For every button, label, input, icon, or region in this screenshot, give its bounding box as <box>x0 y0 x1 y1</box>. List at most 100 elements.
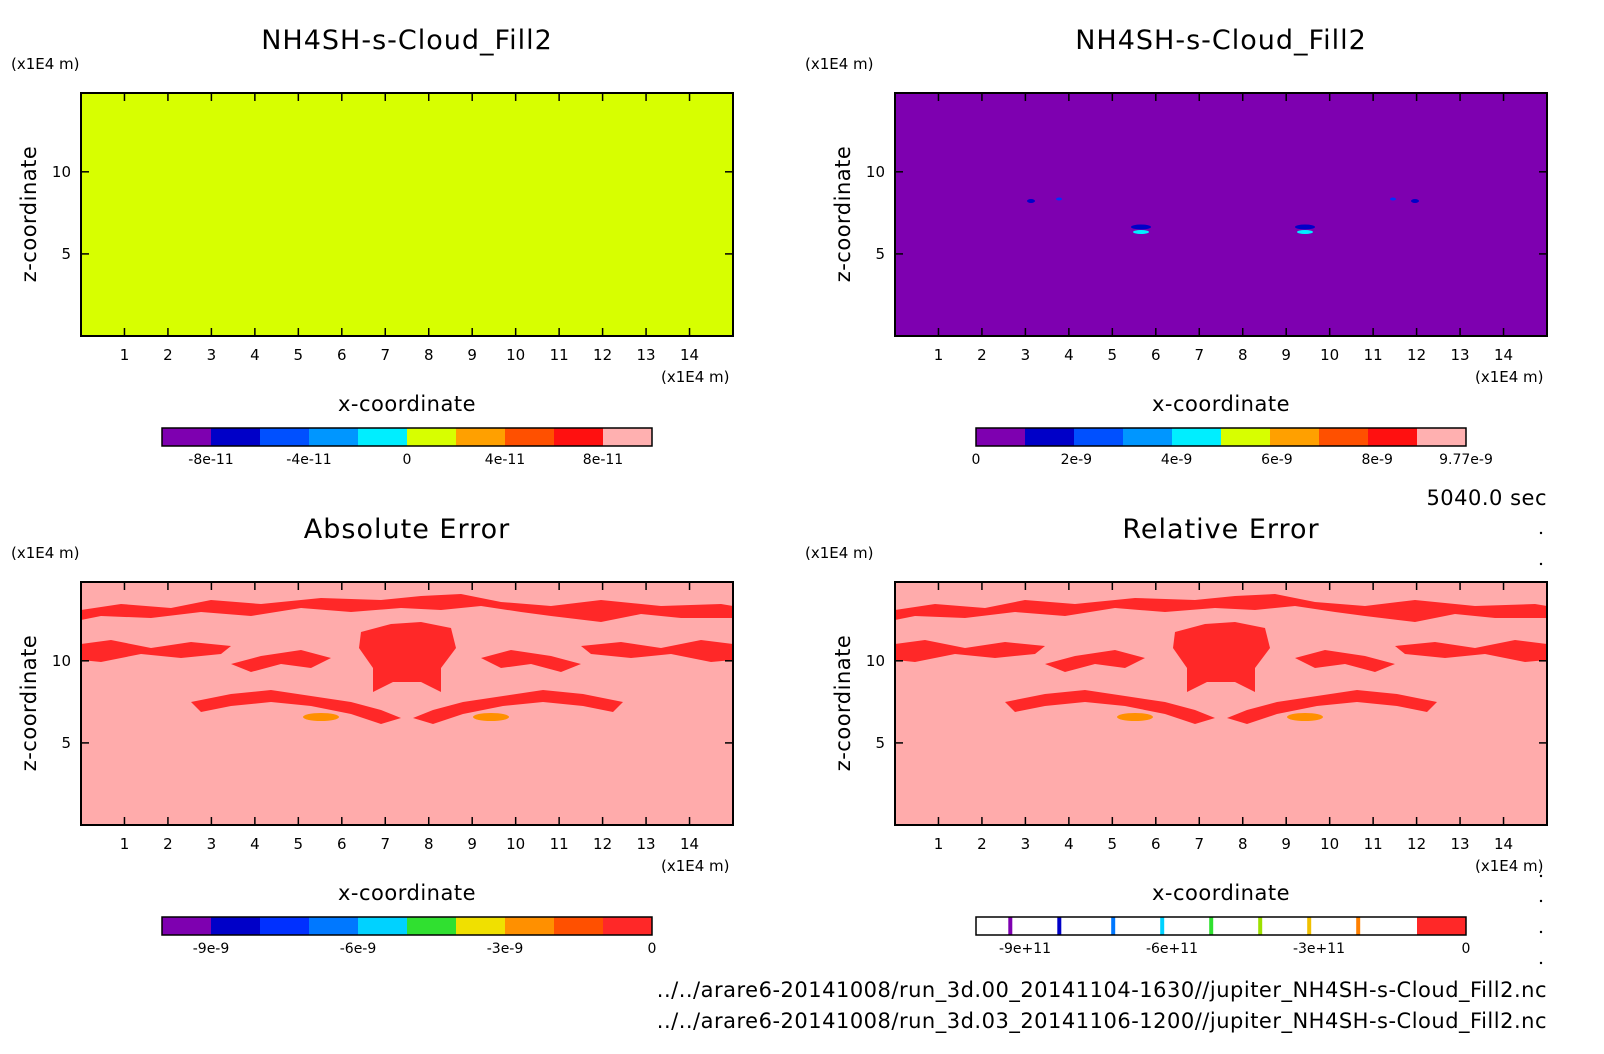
panel-title: Relative Error <box>1122 514 1319 545</box>
x-tick-label: 12 <box>593 835 612 853</box>
panel-bottom-left: Absolute Error (x1E4 m) 1 2 3 4 5 6 7 8 9 10 11 12 1… <box>11 514 734 957</box>
x-tick-label: 13 <box>1451 835 1470 853</box>
x-tick-label: 5 <box>1108 346 1118 364</box>
colorbar-segment <box>260 917 310 935</box>
colorbar-tick-label: 8e-9 <box>1361 452 1392 468</box>
colorbar-level-line <box>1057 917 1062 935</box>
x-tick-label: 8 <box>1238 835 1248 853</box>
x-tick-label: 10 <box>1320 346 1339 364</box>
x-tick-label: 7 <box>380 835 390 853</box>
x-tick-label: 2 <box>977 346 987 364</box>
x-tick-label: 12 <box>593 346 612 364</box>
colorbar-segment <box>1172 428 1222 446</box>
colorbar-segment <box>554 428 604 446</box>
x-tick-label: 14 <box>1494 835 1513 853</box>
x-tick-label: 1 <box>934 835 944 853</box>
panel-top-left: NH4SH-s-Cloud_Fill2 (x1E4 m) 1 2 3 4 5 6 7 8 9 10… <box>11 25 734 468</box>
x-ticks: 1 2 3 4 5 6 7 8 9 10 11 12 13 14 <box>120 93 699 364</box>
x-tick-label: 5 <box>1108 835 1118 853</box>
colorbar-segment <box>162 917 212 935</box>
colorbar-segment <box>309 917 359 935</box>
colorbar-level-line <box>1160 917 1165 935</box>
colorbar-tick-label: -3e+11 <box>1293 941 1345 957</box>
x-tick-label: 6 <box>337 346 347 364</box>
colorbar-segment <box>976 428 1026 446</box>
colorbar-segment <box>1025 428 1075 446</box>
error-contour <box>1005 690 1215 724</box>
colorbar-segment <box>456 917 506 935</box>
error-contour <box>81 640 231 662</box>
colorbar-frame <box>975 916 1467 936</box>
y-axis-label: z-coordinate <box>17 635 41 772</box>
x-tick-label: 1 <box>120 835 130 853</box>
colorbar-segment <box>358 428 408 446</box>
y-tick-label: 10 <box>866 652 885 670</box>
x-tick-label: 2 <box>977 835 987 853</box>
colorbar-background <box>976 917 1466 935</box>
panel-bottom-right: Relative Error (x1E4 m) 1 2 3 4 5 6 7 8 9 10 11 12 1… <box>805 514 1548 957</box>
x-tick-label: 7 <box>1194 346 1204 364</box>
file-path-2: ../../arare6-20141008/run_3d.03_20141106… <box>657 1009 1547 1034</box>
colorbar-segment <box>505 428 555 446</box>
y-ticks: 5 10 <box>52 652 733 752</box>
colorbar-tick-label: 6e-9 <box>1261 452 1292 468</box>
edge-dots <box>1539 531 1543 965</box>
x-tick-label: 11 <box>550 835 569 853</box>
x-tick-label: 8 <box>424 346 434 364</box>
colorbar-segment <box>1123 428 1173 446</box>
x-axis-unit: (x1E4 m) <box>661 857 730 875</box>
colorbar-segment <box>1221 428 1271 446</box>
x-tick-label: 12 <box>1407 346 1426 364</box>
x-tick-label: 6 <box>1151 835 1161 853</box>
colorbar-tick-label: 0 <box>403 452 412 468</box>
x-tick-label: 7 <box>1194 835 1204 853</box>
colorbar-tick-label: 4e-9 <box>1161 452 1192 468</box>
x-ticks: 1 2 3 4 5 6 7 8 9 10 11 12 13 14 <box>120 582 699 853</box>
x-tick-label: 1 <box>120 346 130 364</box>
x-tick-label: 9 <box>1281 835 1291 853</box>
y-axis-unit: (x1E4 m) <box>805 55 874 73</box>
colorbar-segment <box>1319 428 1369 446</box>
x-tick-label: 13 <box>637 346 656 364</box>
y-tick-label: 10 <box>52 652 71 670</box>
x-axis-label: x-coordinate <box>338 881 476 905</box>
x-tick-label: 9 <box>467 346 477 364</box>
colorbar-segment <box>1417 428 1467 446</box>
x-tick-label: 13 <box>637 835 656 853</box>
x-tick-label: 6 <box>1151 346 1161 364</box>
colorbar-segment <box>211 917 261 935</box>
plot-frame <box>894 581 1548 826</box>
x-tick-label: 3 <box>207 835 217 853</box>
hotspot <box>473 713 509 721</box>
colorbar-level-line <box>1111 917 1116 935</box>
colorbar-segment <box>162 428 212 446</box>
colorbar-tick-label: -8e-11 <box>188 452 233 468</box>
colorbar: 0 2e-9 4e-9 6e-9 8e-9 9.77e-9 <box>972 427 1493 468</box>
field-spot <box>1131 224 1151 230</box>
field-spot <box>1027 199 1035 203</box>
colorbar-tick-label: 0 <box>1462 941 1471 957</box>
panel-title: NH4SH-s-Cloud_Fill2 <box>1075 25 1367 56</box>
error-contour <box>413 690 623 724</box>
colorbar-tick-label: -6e+11 <box>1146 941 1198 957</box>
field-spot <box>1133 230 1149 234</box>
error-contour <box>1295 650 1395 672</box>
colorbar-tick-label: 4e-11 <box>485 452 525 468</box>
x-tick-label: 9 <box>467 835 477 853</box>
x-tick-label: 1 <box>934 346 944 364</box>
x-tick-label: 4 <box>1064 346 1074 364</box>
colorbar-tick-label: 0 <box>972 452 981 468</box>
x-tick-label: 14 <box>1494 346 1513 364</box>
x-axis-label: x-coordinate <box>338 392 476 416</box>
y-tick-label: 5 <box>875 734 885 752</box>
y-tick-label: 5 <box>61 734 71 752</box>
error-contour <box>1173 622 1270 692</box>
error-contour <box>581 640 733 662</box>
colorbar-segment <box>603 917 653 935</box>
x-tick-label: 4 <box>250 346 260 364</box>
x-tick-label: 3 <box>1021 346 1031 364</box>
colorbar-segment <box>603 428 653 446</box>
hotspot <box>1117 713 1153 721</box>
x-tick-label: 8 <box>424 835 434 853</box>
